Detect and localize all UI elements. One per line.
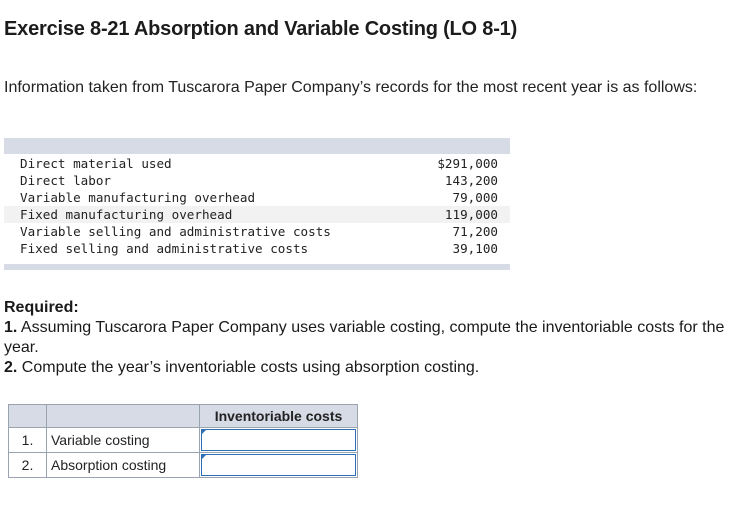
records-row-value: 119,000 <box>444 207 498 222</box>
intro-text: Information taken from Tuscarora Paper C… <box>4 79 698 96</box>
required-item-number: 2. <box>4 359 18 376</box>
required-item-2: 2. Compute the year’s inventoriable cost… <box>4 358 744 378</box>
answer-table-row: 2. Absorption costing <box>8 452 358 478</box>
variable-costing-input[interactable] <box>201 429 356 451</box>
records-row: Fixed selling and administrative costs 3… <box>4 240 510 257</box>
records-row-label: Fixed selling and administrative costs <box>20 241 309 256</box>
required-heading: Required: <box>4 299 79 316</box>
answer-row-label: Variable costing <box>46 427 200 453</box>
records-row-label: Direct labor <box>20 173 111 188</box>
records-row-label: Direct material used <box>20 156 172 171</box>
records-row: Fixed manufacturing overhead 119,000 <box>4 206 510 223</box>
records-row: Direct labor 143,200 <box>4 172 510 189</box>
answer-table: Inventoriable costs 1. Variable costing … <box>8 404 358 478</box>
answer-table-row: 1. Variable costing <box>8 427 358 453</box>
records-row-label: Fixed manufacturing overhead <box>20 207 233 222</box>
required-section: Required: 1. Assuming Tuscarora Paper Co… <box>4 298 744 378</box>
records-table: Direct material used $291,000 Direct lab… <box>4 138 510 270</box>
answer-table-column-header: Inventoriable costs <box>199 404 358 428</box>
answer-table-header-blank <box>8 404 47 428</box>
records-row-value: $291,000 <box>437 156 498 171</box>
records-row-value: 71,200 <box>452 224 499 239</box>
input-corner-marker-icon <box>201 454 207 460</box>
records-row-value: 79,000 <box>452 190 499 205</box>
records-row-label: Variable manufacturing overhead <box>20 190 256 205</box>
input-corner-marker-icon <box>201 429 207 435</box>
records-table-header-bar <box>4 138 510 154</box>
records-row-label: Variable selling and administrative cost… <box>20 224 331 239</box>
records-row: Variable selling and administrative cost… <box>4 223 510 240</box>
records-row-value: 39,100 <box>452 241 499 256</box>
records-row-value: 143,200 <box>444 173 498 188</box>
required-item-text: Compute the year’s inventoriable costs u… <box>21 359 480 376</box>
absorption-costing-cell <box>199 452 358 478</box>
records-table-footer-bar <box>4 264 510 270</box>
absorption-costing-input[interactable] <box>201 454 356 476</box>
answer-row-number: 1. <box>8 427 47 453</box>
records-row: Variable manufacturing overhead 79,000 <box>4 189 510 206</box>
required-item-text: Assuming Tuscarora Paper Company uses va… <box>4 319 725 356</box>
answer-table-header-row: Inventoriable costs <box>8 404 358 428</box>
answer-table-header-blank <box>46 404 200 428</box>
variable-costing-cell <box>199 427 358 453</box>
answer-row-label: Absorption costing <box>46 452 200 478</box>
answer-row-number: 2. <box>8 452 47 478</box>
records-row: Direct material used $291,000 <box>4 155 510 172</box>
required-item-1: 1. Assuming Tuscarora Paper Company uses… <box>4 318 744 358</box>
required-item-number: 1. <box>4 319 18 336</box>
page-title: Exercise 8-21 Absorption and Variable Co… <box>4 18 518 40</box>
